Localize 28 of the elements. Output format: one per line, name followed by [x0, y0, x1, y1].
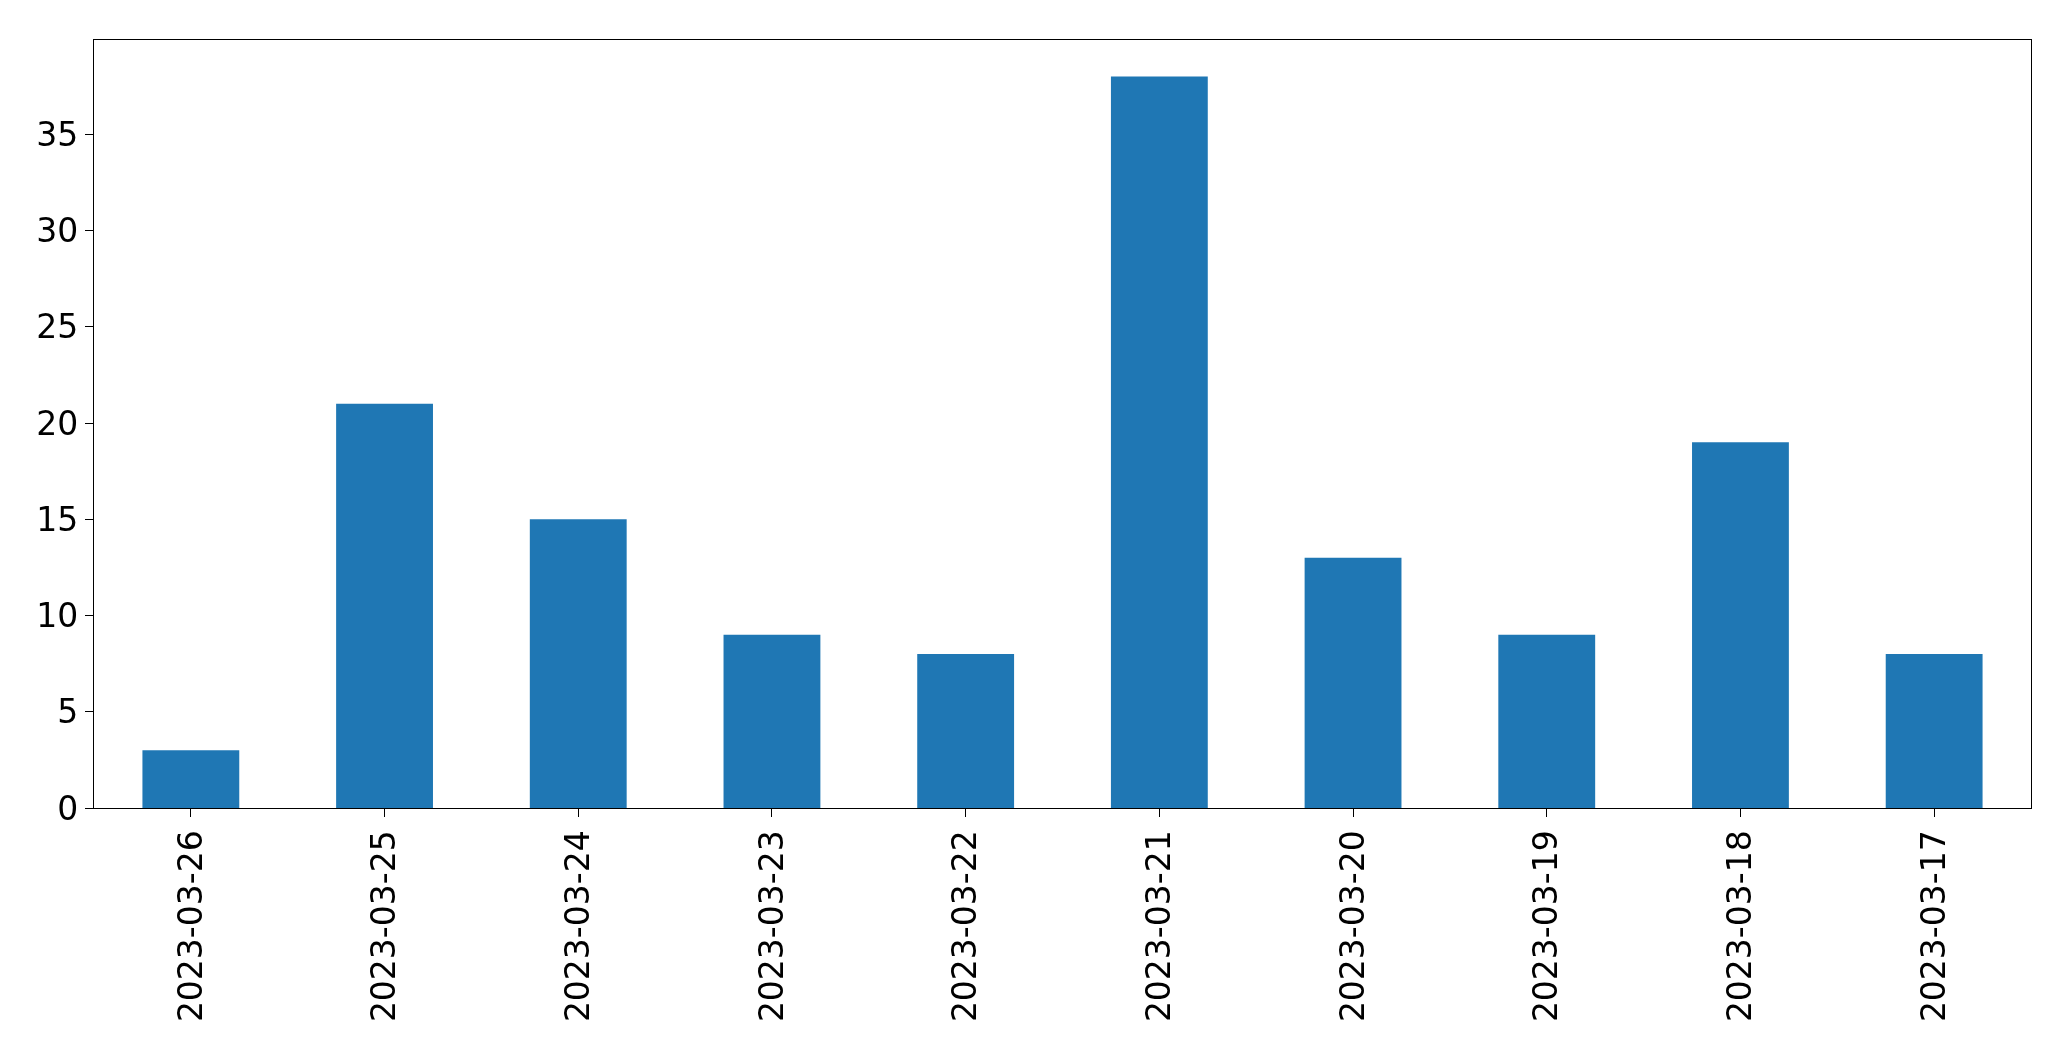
y-tick-label: 5	[57, 692, 79, 732]
bar	[723, 634, 821, 808]
x-tick-label: 2023-03-21	[1139, 830, 1179, 1023]
bar	[1110, 76, 1208, 808]
y-tick-label: 10	[36, 596, 79, 636]
x-tick-label: 2023-03-18	[1720, 830, 1760, 1023]
bar	[1885, 654, 1983, 808]
y-tick-label: 30	[36, 211, 79, 251]
x-tick-label: 2023-03-25	[364, 830, 404, 1023]
x-tick-label: 2023-03-17	[1913, 830, 1953, 1023]
y-tick-label: 0	[57, 788, 79, 828]
bar	[529, 519, 627, 808]
y-tick-label: 35	[36, 114, 79, 154]
bar	[1304, 557, 1402, 808]
bar	[917, 654, 1015, 808]
bar	[1498, 634, 1596, 808]
bar	[142, 750, 240, 808]
bar	[1692, 442, 1789, 808]
y-tick-label: 25	[36, 307, 79, 347]
bar	[336, 403, 433, 808]
x-tick-label: 2023-03-22	[945, 830, 985, 1023]
x-tick-label: 2023-03-19	[1526, 830, 1566, 1023]
y-tick-label: 15	[36, 499, 79, 539]
x-tick-label: 2023-03-23	[751, 830, 791, 1023]
x-tick-label: 2023-03-26	[170, 830, 210, 1023]
x-tick-label: 2023-03-20	[1332, 830, 1372, 1023]
y-tick-label: 20	[36, 403, 79, 443]
x-tick-label: 2023-03-24	[557, 830, 597, 1023]
